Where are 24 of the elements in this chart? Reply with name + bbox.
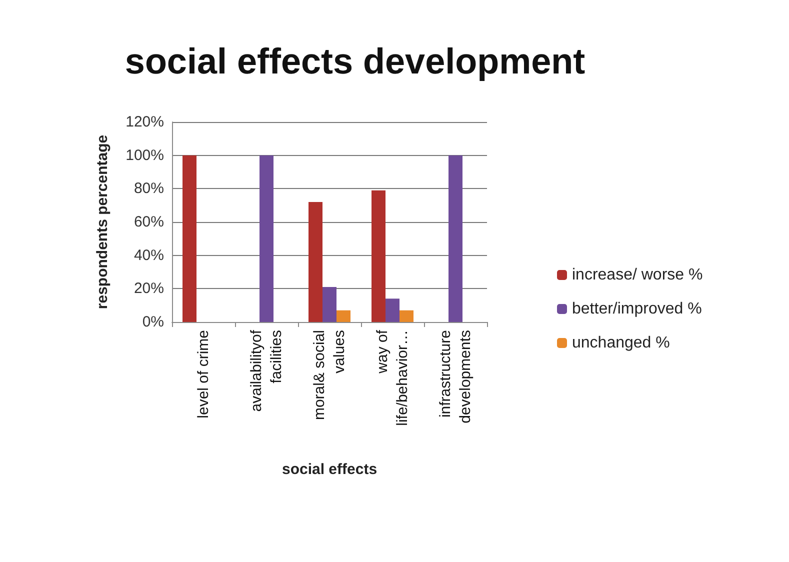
y-tick-label: 20% — [134, 280, 164, 298]
bar — [386, 298, 400, 322]
y-tick-label: 40% — [134, 246, 164, 264]
y-tick-label: 120% — [126, 114, 164, 130]
bar — [336, 310, 350, 322]
y-axis-title: respondents percentage — [94, 134, 111, 310]
x-tick-label: level of crime — [195, 330, 212, 418]
bar — [308, 202, 322, 322]
x-axis-title: social effects — [282, 461, 378, 478]
y-tick-label: 0% — [142, 314, 164, 330]
y-tick-label: 60% — [134, 214, 164, 230]
bar — [260, 155, 274, 322]
y-tick-label: 80% — [134, 180, 164, 198]
bar — [400, 310, 414, 322]
bar — [322, 287, 336, 322]
bar — [448, 155, 462, 322]
legend-label: increase/ worse % — [572, 266, 703, 284]
bar — [182, 155, 196, 322]
y-tick-label: 100% — [126, 146, 164, 164]
legend-label: better/improved % — [572, 300, 702, 318]
legend-label: unchanged % — [572, 334, 670, 352]
chart-title: social effects development — [124, 40, 586, 82]
x-tick-label: way of life/behavior… — [374, 329, 411, 426]
bar — [372, 190, 386, 322]
